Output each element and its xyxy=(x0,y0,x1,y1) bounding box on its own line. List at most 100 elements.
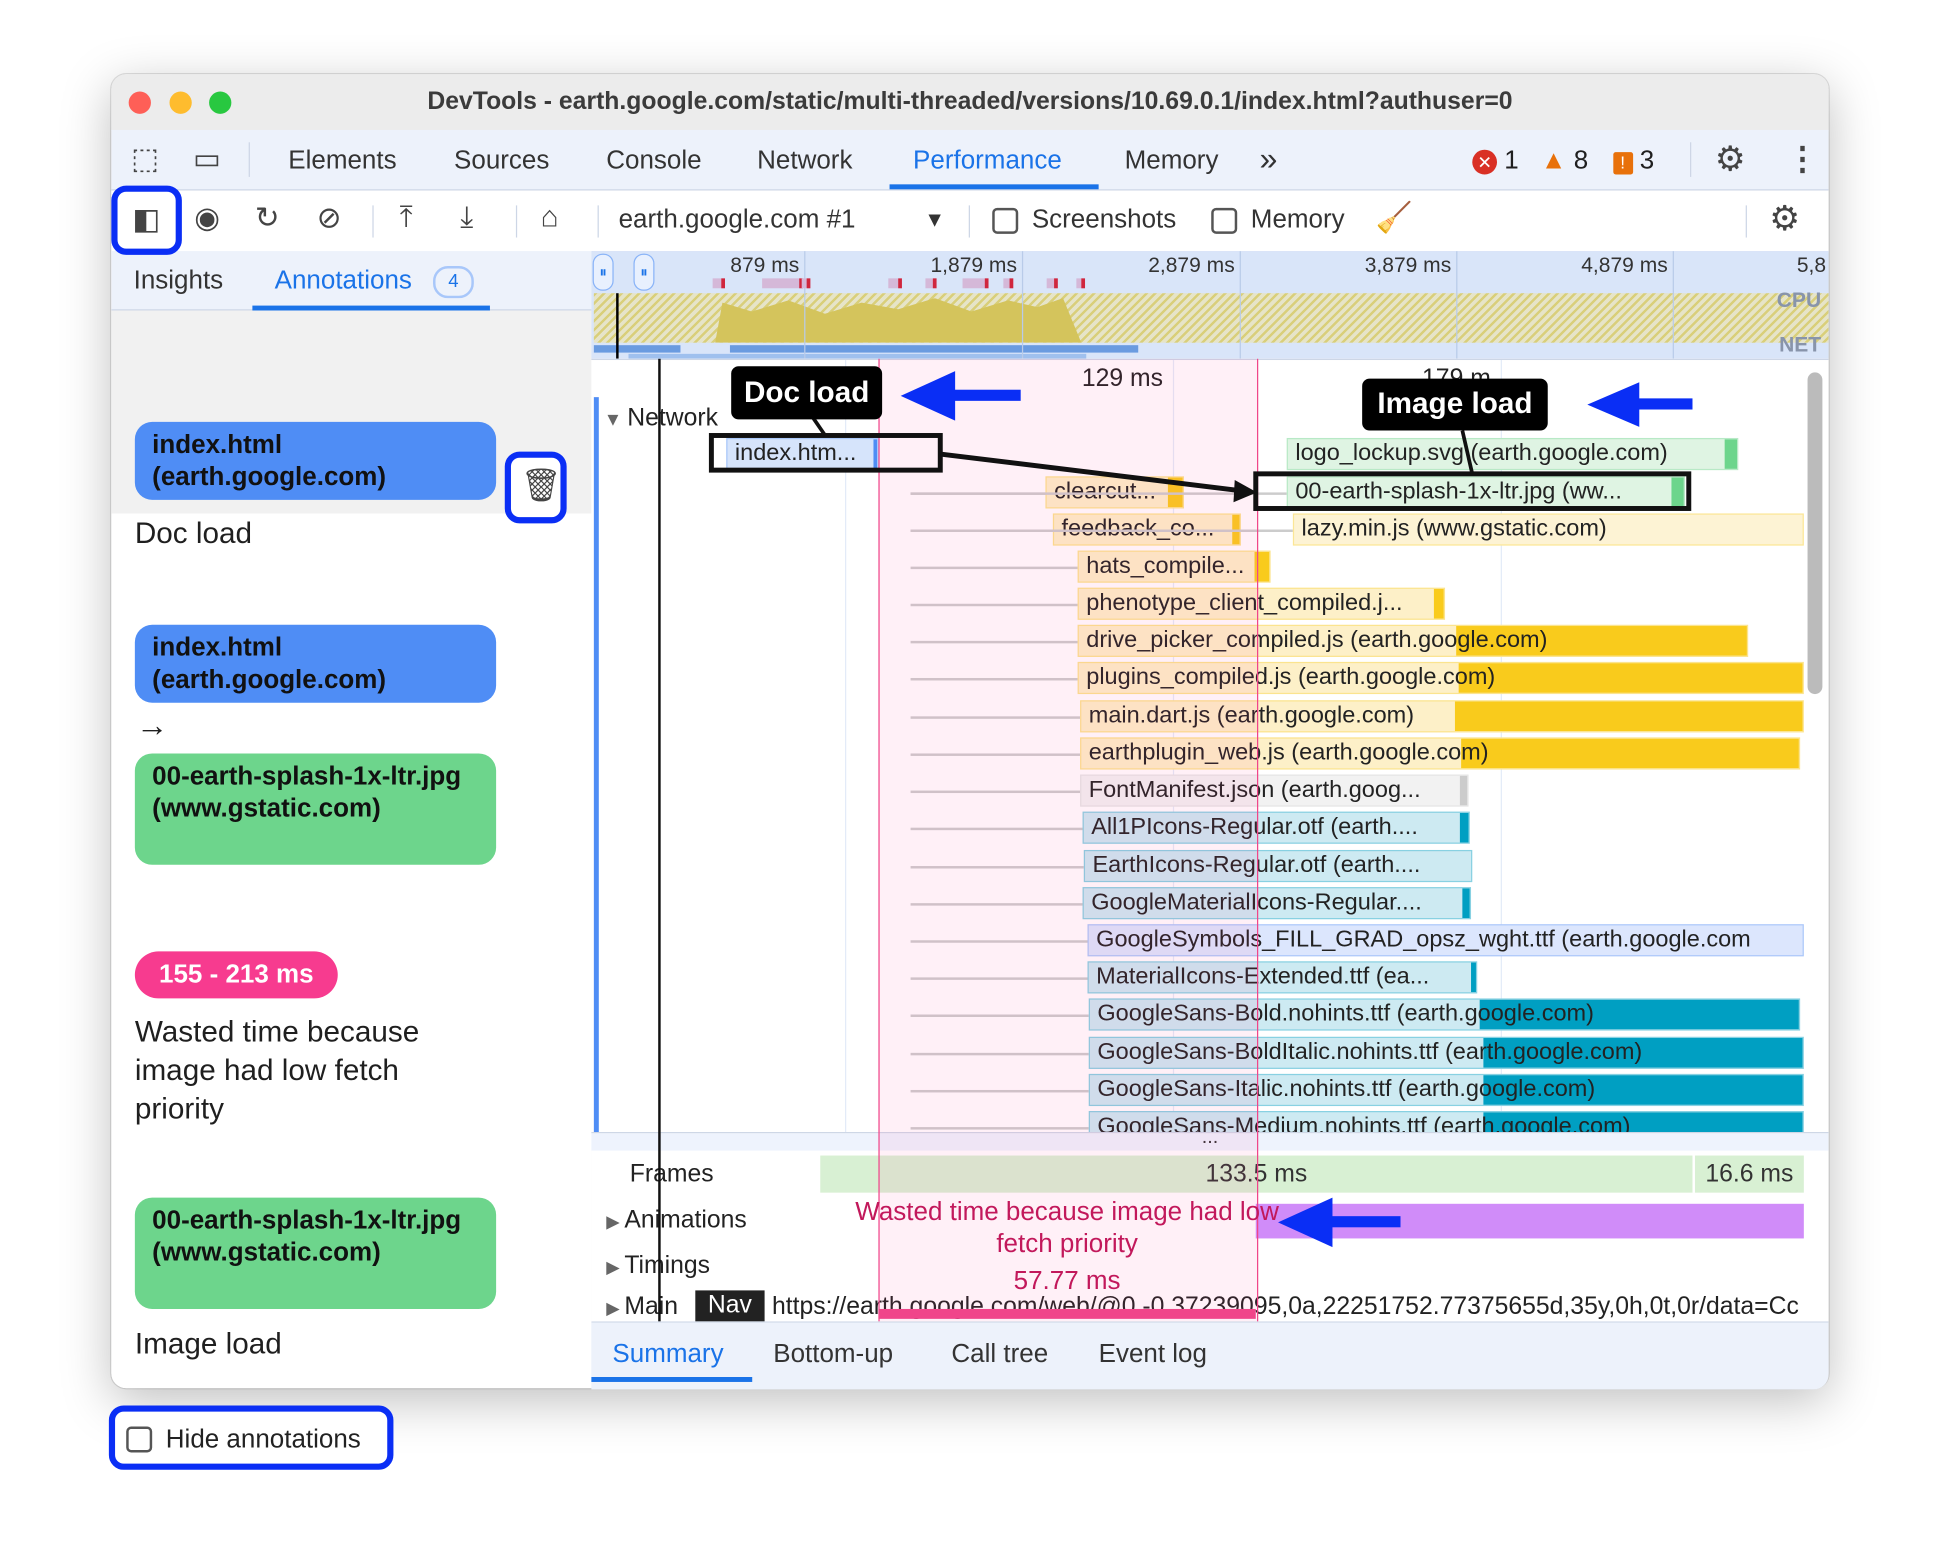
request-label: lazy.min.js (www.gstatic.com) xyxy=(1301,515,1607,542)
network-request-bar[interactable]: hats_compile... xyxy=(1077,550,1271,583)
resize-handle[interactable]: ... xyxy=(591,1133,1829,1151)
network-request-bar[interactable]: GoogleSymbols_FILL_GRAD_opsz_wght.ttf (e… xyxy=(1087,924,1804,957)
overview-left-handle[interactable]: ⏸ xyxy=(592,253,614,291)
network-request-bar[interactable]: main.dart.js (earth.google.com) xyxy=(1080,700,1804,733)
collect-garbage-icon[interactable]: 🧹 xyxy=(1375,201,1413,236)
network-request-bar[interactable]: plugins_compiled.js (earth.google.com) xyxy=(1077,661,1804,695)
console-status[interactable]: ✕ 1 ▲ 8 ! 3 xyxy=(1472,146,1654,176)
network-request-bar[interactable]: index.htm... xyxy=(726,437,879,471)
time-range-bar[interactable] xyxy=(878,1308,1256,1319)
long-task-marker xyxy=(888,278,902,289)
annotation-entry-chip[interactable]: 00-earth-splash-1x-ltr.jpg (www.gstatic.… xyxy=(134,1197,497,1309)
overview-right-handle[interactable]: ⏸ xyxy=(633,253,655,291)
active-tab-indicator xyxy=(889,184,1099,190)
main-track-label[interactable]: ▶ Main xyxy=(606,1293,678,1321)
animations-label: Animations xyxy=(624,1206,747,1234)
device-toolbar-icon[interactable]: ▭ xyxy=(193,142,222,176)
image-load-entry-outline xyxy=(1253,471,1692,511)
network-request-bar[interactable]: earthplugin_web.js (earth.google.com) xyxy=(1080,737,1801,770)
link-from-chip[interactable]: index.html (earth.google.com) xyxy=(134,624,497,703)
time-range-title: Wasted time because image had low fetch … xyxy=(855,1197,1279,1259)
tab-summary[interactable]: Summary xyxy=(612,1339,724,1369)
screenshots-checkbox[interactable] xyxy=(992,207,1019,234)
network-request-bar[interactable]: 00-earth-splash-1x-ltr.jpg (ww... xyxy=(1286,476,1686,509)
doc-load-annotation-label[interactable]: Doc load xyxy=(731,366,883,420)
recording-select[interactable]: earth.google.com #1 xyxy=(618,205,856,234)
trash-icon: 🗑 xyxy=(520,466,562,504)
tab-bottom-up[interactable]: Bottom-up xyxy=(773,1339,894,1369)
network-request-bar[interactable]: MaterialIcons-Extended.ttf (ea... xyxy=(1087,961,1478,994)
link-to-chip[interactable]: 00-earth-splash-1x-ltr.jpg (www.gstatic.… xyxy=(134,753,497,865)
network-request-bar[interactable]: lazy.min.js (www.gstatic.com) xyxy=(1292,513,1804,546)
tab-call-tree[interactable]: Call tree xyxy=(951,1339,1049,1369)
reload-record-icon[interactable]: ↻ xyxy=(254,201,280,236)
network-request-bar[interactable]: GoogleSans-Italic.nohints.ttf (earth.goo… xyxy=(1088,1073,1804,1107)
animations-track-label[interactable]: ▶ Animations xyxy=(606,1206,747,1234)
network-track-header[interactable]: ▼ Network xyxy=(604,405,718,433)
download-profile-icon[interactable]: ⤓ xyxy=(460,200,474,234)
network-request-bar[interactable]: EarthIcons-Regular.otf (earth.... xyxy=(1083,849,1473,883)
time-range-overlay[interactable] xyxy=(878,358,1259,1322)
network-request-bar[interactable]: GoogleSans-Medium.nohints.ttf (earth.goo… xyxy=(1088,1111,1804,1134)
capture-settings-icon[interactable]: ⚙ xyxy=(1769,199,1801,238)
toggle-sidebar-icon[interactable]: ◧ xyxy=(132,202,161,237)
network-request-bar[interactable]: phenotype_client_compiled.j... xyxy=(1077,587,1446,620)
tab-memory[interactable]: Memory xyxy=(1124,145,1219,175)
tab-performance[interactable]: Performance xyxy=(913,145,1062,175)
annotation-label[interactable]: Image load xyxy=(134,1327,282,1361)
request-label: phenotype_client_compiled.j... xyxy=(1086,590,1403,617)
more-options-icon[interactable]: ⋮ xyxy=(1786,139,1819,177)
devtools-window: DevTools - earth.google.com/static/multi… xyxy=(108,74,1829,1470)
time-range-duration: 57.77 ms xyxy=(1013,1266,1121,1296)
time-range-chip[interactable]: 155 - 213 ms xyxy=(134,951,338,999)
inspect-element-icon[interactable]: ⬚ xyxy=(131,142,160,176)
frame-bar[interactable]: 16.6 ms xyxy=(1694,1155,1804,1193)
annotation-entry-chip[interactable]: index.html (earth.google.com) xyxy=(134,421,497,500)
network-request-bar[interactable]: GoogleSans-BoldItalic.nohints.ttf (earth… xyxy=(1088,1036,1804,1069)
memory-checkbox[interactable] xyxy=(1211,207,1238,234)
dropdown-arrow-icon[interactable]: ▼ xyxy=(924,207,946,232)
network-request-bar[interactable]: GoogleSans-Bold.nohints.ttf (earth.googl… xyxy=(1088,998,1801,1031)
overview-gridline xyxy=(1239,251,1241,359)
hide-annotations-checkbox[interactable] xyxy=(126,1426,153,1453)
tab-network[interactable]: Network xyxy=(757,145,853,175)
upload-profile-icon[interactable]: ⤒ xyxy=(399,200,413,234)
clear-icon[interactable]: ⊘ xyxy=(316,201,342,236)
tab-sources[interactable]: Sources xyxy=(454,145,550,175)
main-label: Main xyxy=(624,1292,679,1321)
close-window-button[interactable] xyxy=(128,91,151,114)
image-load-annotation-label[interactable]: Image load xyxy=(1362,378,1548,431)
request-label: GoogleSymbols_FILL_GRAD_opsz_wght.ttf (e… xyxy=(1096,926,1751,953)
timings-track-label[interactable]: ▶ Timings xyxy=(606,1252,710,1280)
divider xyxy=(1690,142,1692,177)
frames-track-label[interactable]: Frames xyxy=(629,1160,714,1188)
sidebar-toggle-highlight[interactable] xyxy=(111,185,182,255)
hide-annotations-toggle[interactable]: Hide annotations xyxy=(108,1405,394,1470)
network-request-bar[interactable]: GoogleMaterialIcons-Regular.... xyxy=(1082,887,1472,920)
network-request-bar[interactable]: drive_picker_compiled.js (earth.google.c… xyxy=(1077,624,1749,657)
maximize-window-button[interactable] xyxy=(209,91,232,114)
entries-link-arrowhead xyxy=(1233,480,1257,503)
delete-annotation-button[interactable]: 🗑 xyxy=(504,451,567,524)
home-icon[interactable]: ⌂ xyxy=(540,200,559,234)
vertical-scrollbar[interactable] xyxy=(1807,372,1823,695)
tab-insights[interactable]: Insights xyxy=(133,265,224,295)
more-tabs-icon[interactable]: » xyxy=(1259,139,1278,177)
tab-console[interactable]: Console xyxy=(606,145,702,175)
network-request-bar[interactable]: logo_lockup.svg (earth.google.com) xyxy=(1286,437,1739,471)
request-download-segment xyxy=(1454,701,1803,732)
tab-event-log[interactable]: Event log xyxy=(1098,1339,1207,1369)
network-request-bar[interactable]: All1PIcons-Regular.otf (earth.... xyxy=(1082,811,1470,844)
tab-elements[interactable]: Elements xyxy=(288,145,397,175)
settings-gear-icon[interactable]: ⚙ xyxy=(1714,139,1746,179)
annotation-label[interactable]: Doc load xyxy=(134,517,253,551)
frame-bar[interactable]: 133.5 ms xyxy=(820,1155,1693,1193)
minimize-window-button[interactable] xyxy=(169,91,192,114)
record-icon[interactable]: ◉ xyxy=(194,201,221,236)
request-download-segment xyxy=(1479,999,1799,1030)
tab-annotations[interactable]: Annotations xyxy=(274,265,412,295)
time-range-label[interactable]: Wasted time because image had low fetch … xyxy=(134,1015,420,1126)
network-request-bar[interactable]: FontManifest.json (earth.goog... xyxy=(1080,774,1469,807)
request-whisker xyxy=(910,640,1078,644)
timeline-overview[interactable]: ⏸ ⏸ CPU NET 879 ms 1,879 ms 2,879 ms 3,879 … xyxy=(591,251,1829,359)
